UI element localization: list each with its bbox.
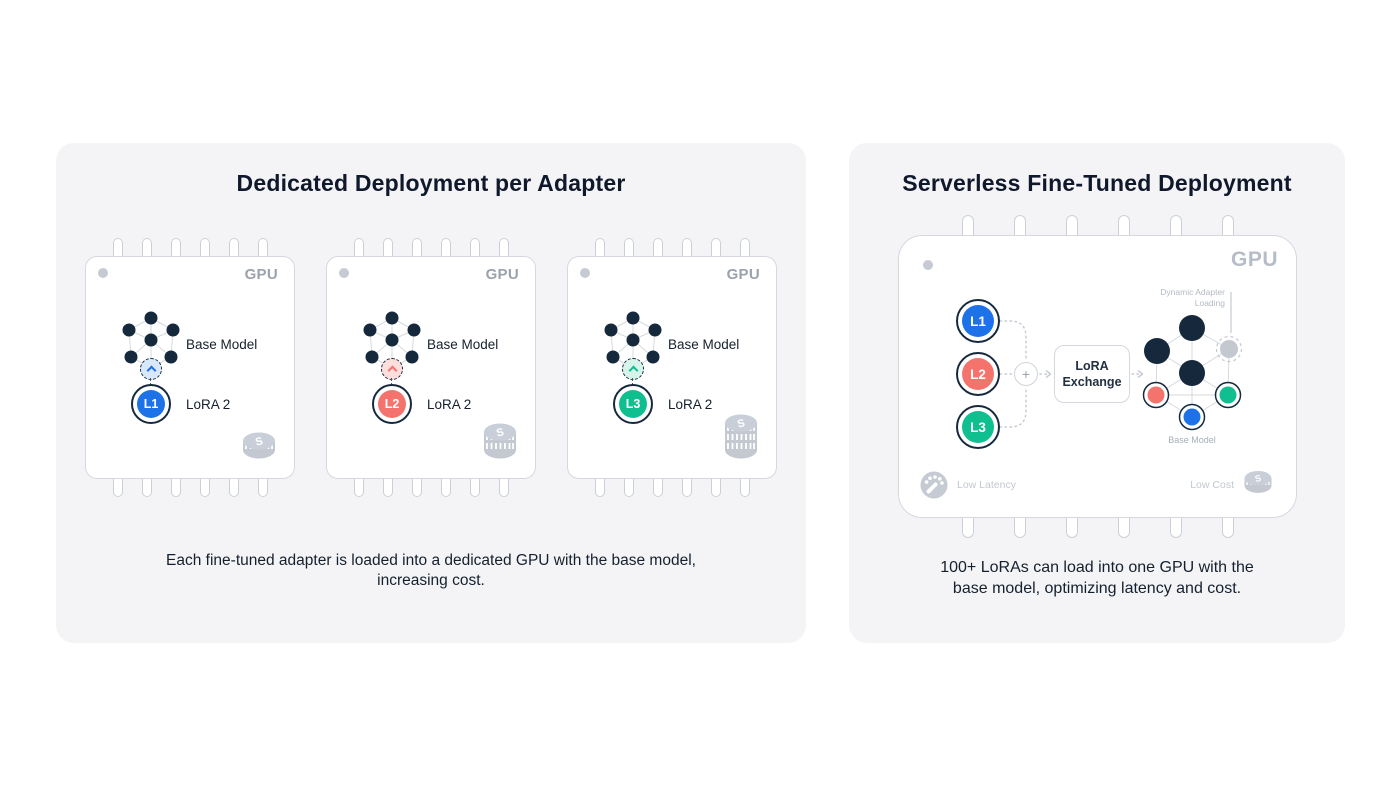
svg-text:S: S	[254, 435, 264, 448]
chip-dot	[923, 260, 933, 270]
lora-adapter-circle: L1	[137, 390, 165, 418]
low-cost-label: Low Cost	[1190, 479, 1234, 491]
merge-plus-icon: +	[1014, 362, 1038, 386]
svg-text:S: S	[1254, 473, 1262, 484]
gpu-card-unit-3: GPU Base Model	[567, 238, 777, 497]
lora-connector-line	[150, 378, 151, 386]
svg-text:S: S	[736, 417, 746, 430]
dedicated-deployment-panel: Dedicated Deployment per Adapter GPU	[56, 143, 806, 643]
serverless-deployment-panel: Serverless Fine-Tuned Deployment GPU	[849, 143, 1345, 643]
adapter-slot-icon	[622, 358, 644, 380]
lora-connector-line	[391, 378, 392, 386]
gpu-pins-bottom	[898, 516, 1297, 538]
gpu-pins-top	[567, 238, 777, 258]
gpu-card: GPU Base Model	[85, 256, 295, 479]
coin-stack-icon: S	[722, 411, 760, 466]
lora-exchange-box: LoRA Exchange	[1054, 345, 1130, 403]
low-latency-gauge-icon	[919, 470, 949, 505]
gpu-pins-top	[85, 238, 295, 258]
lora-adapter-circle: L2	[378, 390, 406, 418]
base-model-label: Base Model	[668, 337, 740, 352]
serverless-gpu-unit: GPU	[898, 215, 1297, 538]
gpu-label: GPU	[1230, 248, 1278, 271]
dynamic-adapter-loading-label: Dynamic Adapter Loading	[1160, 287, 1225, 309]
lora-connector-line	[632, 378, 633, 386]
right-panel-caption: 100+ LoRAs can load into one GPU with th…	[940, 559, 1254, 597]
base-model-network-icon	[122, 311, 180, 369]
lora-adapter-circle: L3	[619, 390, 647, 418]
left-panel-caption: Each fine-tuned adapter is loaded into a…	[166, 552, 696, 589]
lora-circle-l1: L1	[962, 305, 994, 337]
chevron-up-icon	[628, 365, 638, 376]
base-model-label: Base Model	[186, 337, 258, 352]
gpu-pins-top	[326, 238, 536, 258]
lora-adapter-badge: L1	[131, 384, 171, 424]
coin-stack-icon: S	[481, 420, 519, 466]
chip-dot	[339, 268, 349, 278]
gpu-pins-bottom	[326, 477, 536, 497]
low-cost-coin-icon: S	[1242, 468, 1274, 500]
lora-badge-l3: L3	[956, 405, 1000, 449]
gpu-card-unit-2: GPU Base Model	[326, 238, 536, 497]
lora-adapter-badge: L2	[372, 384, 412, 424]
coin-stack-icon: S	[240, 429, 278, 466]
chip-dot	[98, 268, 108, 278]
lora-label: LoRA 2	[186, 397, 231, 412]
dynamic-adapter-slot-node	[1215, 335, 1243, 363]
gpu-pins-top	[898, 215, 1297, 237]
lora-label: LoRA 2	[427, 397, 472, 412]
chip-dot	[580, 268, 590, 278]
gpu-cards-row: GPU Base Model	[85, 238, 777, 497]
left-panel-title: Dedicated Deployment per Adapter	[236, 170, 626, 196]
low-latency-label: Low Latency	[957, 479, 1016, 491]
lora-adapter-badge: L3	[613, 384, 653, 424]
gpu-label: GPU	[244, 266, 278, 283]
lora-badge-l2: L2	[956, 352, 1000, 396]
base-model-network-icon	[363, 311, 421, 369]
gpu-pins-bottom	[567, 477, 777, 497]
chevron-up-icon	[146, 365, 156, 376]
base-model-network-diagram	[1142, 315, 1243, 431]
right-panel-title: Serverless Fine-Tuned Deployment	[902, 170, 1292, 196]
chevron-up-icon	[387, 365, 397, 376]
lora-label: LoRA 2	[668, 397, 713, 412]
gpu-pins-bottom	[85, 477, 295, 497]
adapter-slot-icon	[140, 358, 162, 380]
base-model-network-icon	[604, 311, 662, 369]
lora-badge-l1: L1	[956, 299, 1000, 343]
svg-text:S: S	[495, 426, 505, 439]
serverless-gpu-card: GPU	[898, 235, 1297, 518]
gpu-label: GPU	[485, 266, 519, 283]
gpu-label: GPU	[726, 266, 760, 283]
gpu-card: GPU Base Model	[326, 256, 536, 479]
lora-circle-l3: L3	[962, 411, 994, 443]
gpu-card: GPU Base Model	[567, 256, 777, 479]
base-model-label: Base Model	[427, 337, 499, 352]
lora-circle-l2: L2	[962, 358, 994, 390]
adapter-slot-icon	[381, 358, 403, 380]
gpu-card-unit-1: GPU Base Model	[85, 238, 295, 497]
base-model-label: Base Model	[1168, 435, 1216, 445]
